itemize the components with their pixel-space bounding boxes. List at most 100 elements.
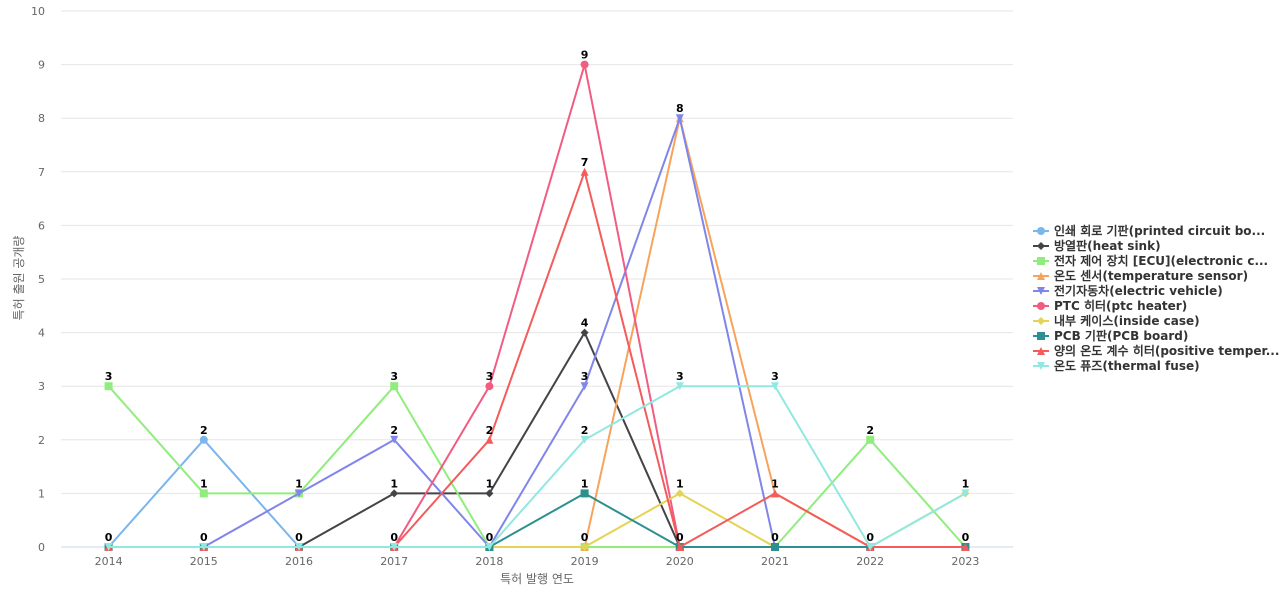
y-tick-label: 5 [38,273,45,286]
data-label: 8 [676,102,684,115]
data-point [295,543,303,551]
data-point [771,543,779,551]
data-point [580,382,589,391]
data-label: 2 [866,424,874,437]
data-point [485,382,494,391]
data-point [675,382,684,391]
data-point [390,435,399,444]
data-point [485,543,494,551]
legend-item[interactable]: 온도 퓨즈(thermal fuse) [1033,358,1200,373]
data-point [580,328,589,337]
y-tick-label: 2 [38,434,45,447]
data-point [771,489,779,498]
y-axis-title: 특허 출원 공개량 [12,236,26,321]
data-label: 2 [390,424,398,437]
data-label: 9 [581,49,589,62]
data-label: 0 [771,531,779,544]
legend-item[interactable]: 전기자동차(electric vehicle) [1033,283,1223,298]
legend-marker [1037,362,1045,370]
data-label: 7 [581,156,589,169]
legend-marker [1037,257,1045,265]
data-label: 0 [200,531,208,544]
data-point [104,382,113,391]
data-label: 3 [771,370,779,383]
legend-marker [1037,347,1045,355]
data-point [390,489,399,498]
data-label: 0 [486,531,494,544]
data-point [485,489,494,498]
series-7 [104,489,970,551]
data-point [580,543,589,551]
data-label: 2 [581,424,589,437]
y-tick-label: 8 [38,112,45,125]
data-point [485,435,494,444]
y-tick-label: 10 [31,5,45,18]
legend-label: 온도 퓨즈(thermal fuse) [1054,358,1200,373]
y-tick-label: 3 [38,380,45,393]
data-point [961,489,970,498]
data-point [866,435,875,444]
legend-marker [1037,272,1045,280]
legend-label: PTC 히터(ptc heater) [1054,298,1187,313]
data-label: 0 [962,531,970,544]
legend: 인쇄 회로 기판(printed circuit bo...방열판(heat s… [1033,223,1279,373]
legend-marker [1037,302,1045,310]
legend-item[interactable]: 온도 센서(temperature sensor) [1033,268,1248,283]
data-point [771,382,779,391]
y-tick-label: 6 [38,219,45,232]
legend-item[interactable]: 양의 온도 계수 히터(positive temper... [1033,343,1279,358]
x-tick-label: 2018 [475,555,503,568]
data-label: 1 [581,477,589,490]
data-label: 1 [486,477,494,490]
data-label: 2 [200,424,208,437]
data-label: 2 [486,424,494,437]
data-point [675,543,684,551]
legend-item[interactable]: 방열판(heat sink) [1033,238,1161,253]
legend-item[interactable]: 내부 케이스(inside case) [1033,313,1200,328]
data-label: 0 [390,531,398,544]
data-label: 3 [676,370,684,383]
x-tick-label: 2020 [666,555,694,568]
data-label: 0 [676,531,684,544]
legend-marker [1037,227,1045,235]
data-point [580,435,589,444]
data-label: 0 [105,531,113,544]
legend-label: 내부 케이스(inside case) [1054,313,1200,328]
data-point [390,543,399,551]
data-point [866,543,875,551]
data-point [961,543,970,551]
series-line [108,492,966,548]
data-label: 0 [581,531,589,544]
data-label: 0 [295,531,303,544]
data-label: 4 [581,317,589,330]
y-tick-label: 9 [38,59,45,72]
data-labels: 3 0 2 1 0 1 0 3 2 1 0 3 2 1 0 9 7 4 3 2 1 0 8 3 1 0 3 1 0 2 0 1 0 [105,49,970,544]
data-label: 1 [962,477,970,490]
data-point [675,114,684,123]
legend-item[interactable]: PCB 기판(PCB board) [1033,328,1188,343]
y-tick-label: 4 [38,327,45,340]
x-tick-label: 2023 [951,555,979,568]
x-tick-label: 2022 [856,555,884,568]
data-label: 1 [771,477,779,490]
series-9 [104,382,970,551]
legend-label: 온도 센서(temperature sensor) [1054,268,1248,283]
legend-item[interactable]: PTC 히터(ptc heater) [1033,298,1187,313]
data-point [390,382,399,391]
legend-item[interactable]: 인쇄 회로 기판(printed circuit bo... [1033,223,1265,238]
data-point [199,543,208,551]
legend-label: PCB 기판(PCB board) [1054,328,1188,343]
data-label: 3 [105,370,113,383]
data-label: 1 [200,477,208,490]
legend-label: 양의 온도 계수 히터(positive temper... [1054,343,1279,358]
y-tick-label: 1 [38,487,45,500]
legend-item[interactable]: 전자 제어 장치 [ECU](electronic c... [1033,253,1268,268]
legend-label: 인쇄 회로 기판(printed circuit bo... [1054,223,1265,238]
x-tick-label: 2017 [380,555,408,568]
data-point [580,489,589,498]
x-tick-label: 2019 [571,555,599,568]
series [104,60,970,551]
data-label: 1 [390,477,398,490]
data-label: 3 [486,370,494,383]
x-axis-title: 특허 발행 연도 [500,571,574,586]
